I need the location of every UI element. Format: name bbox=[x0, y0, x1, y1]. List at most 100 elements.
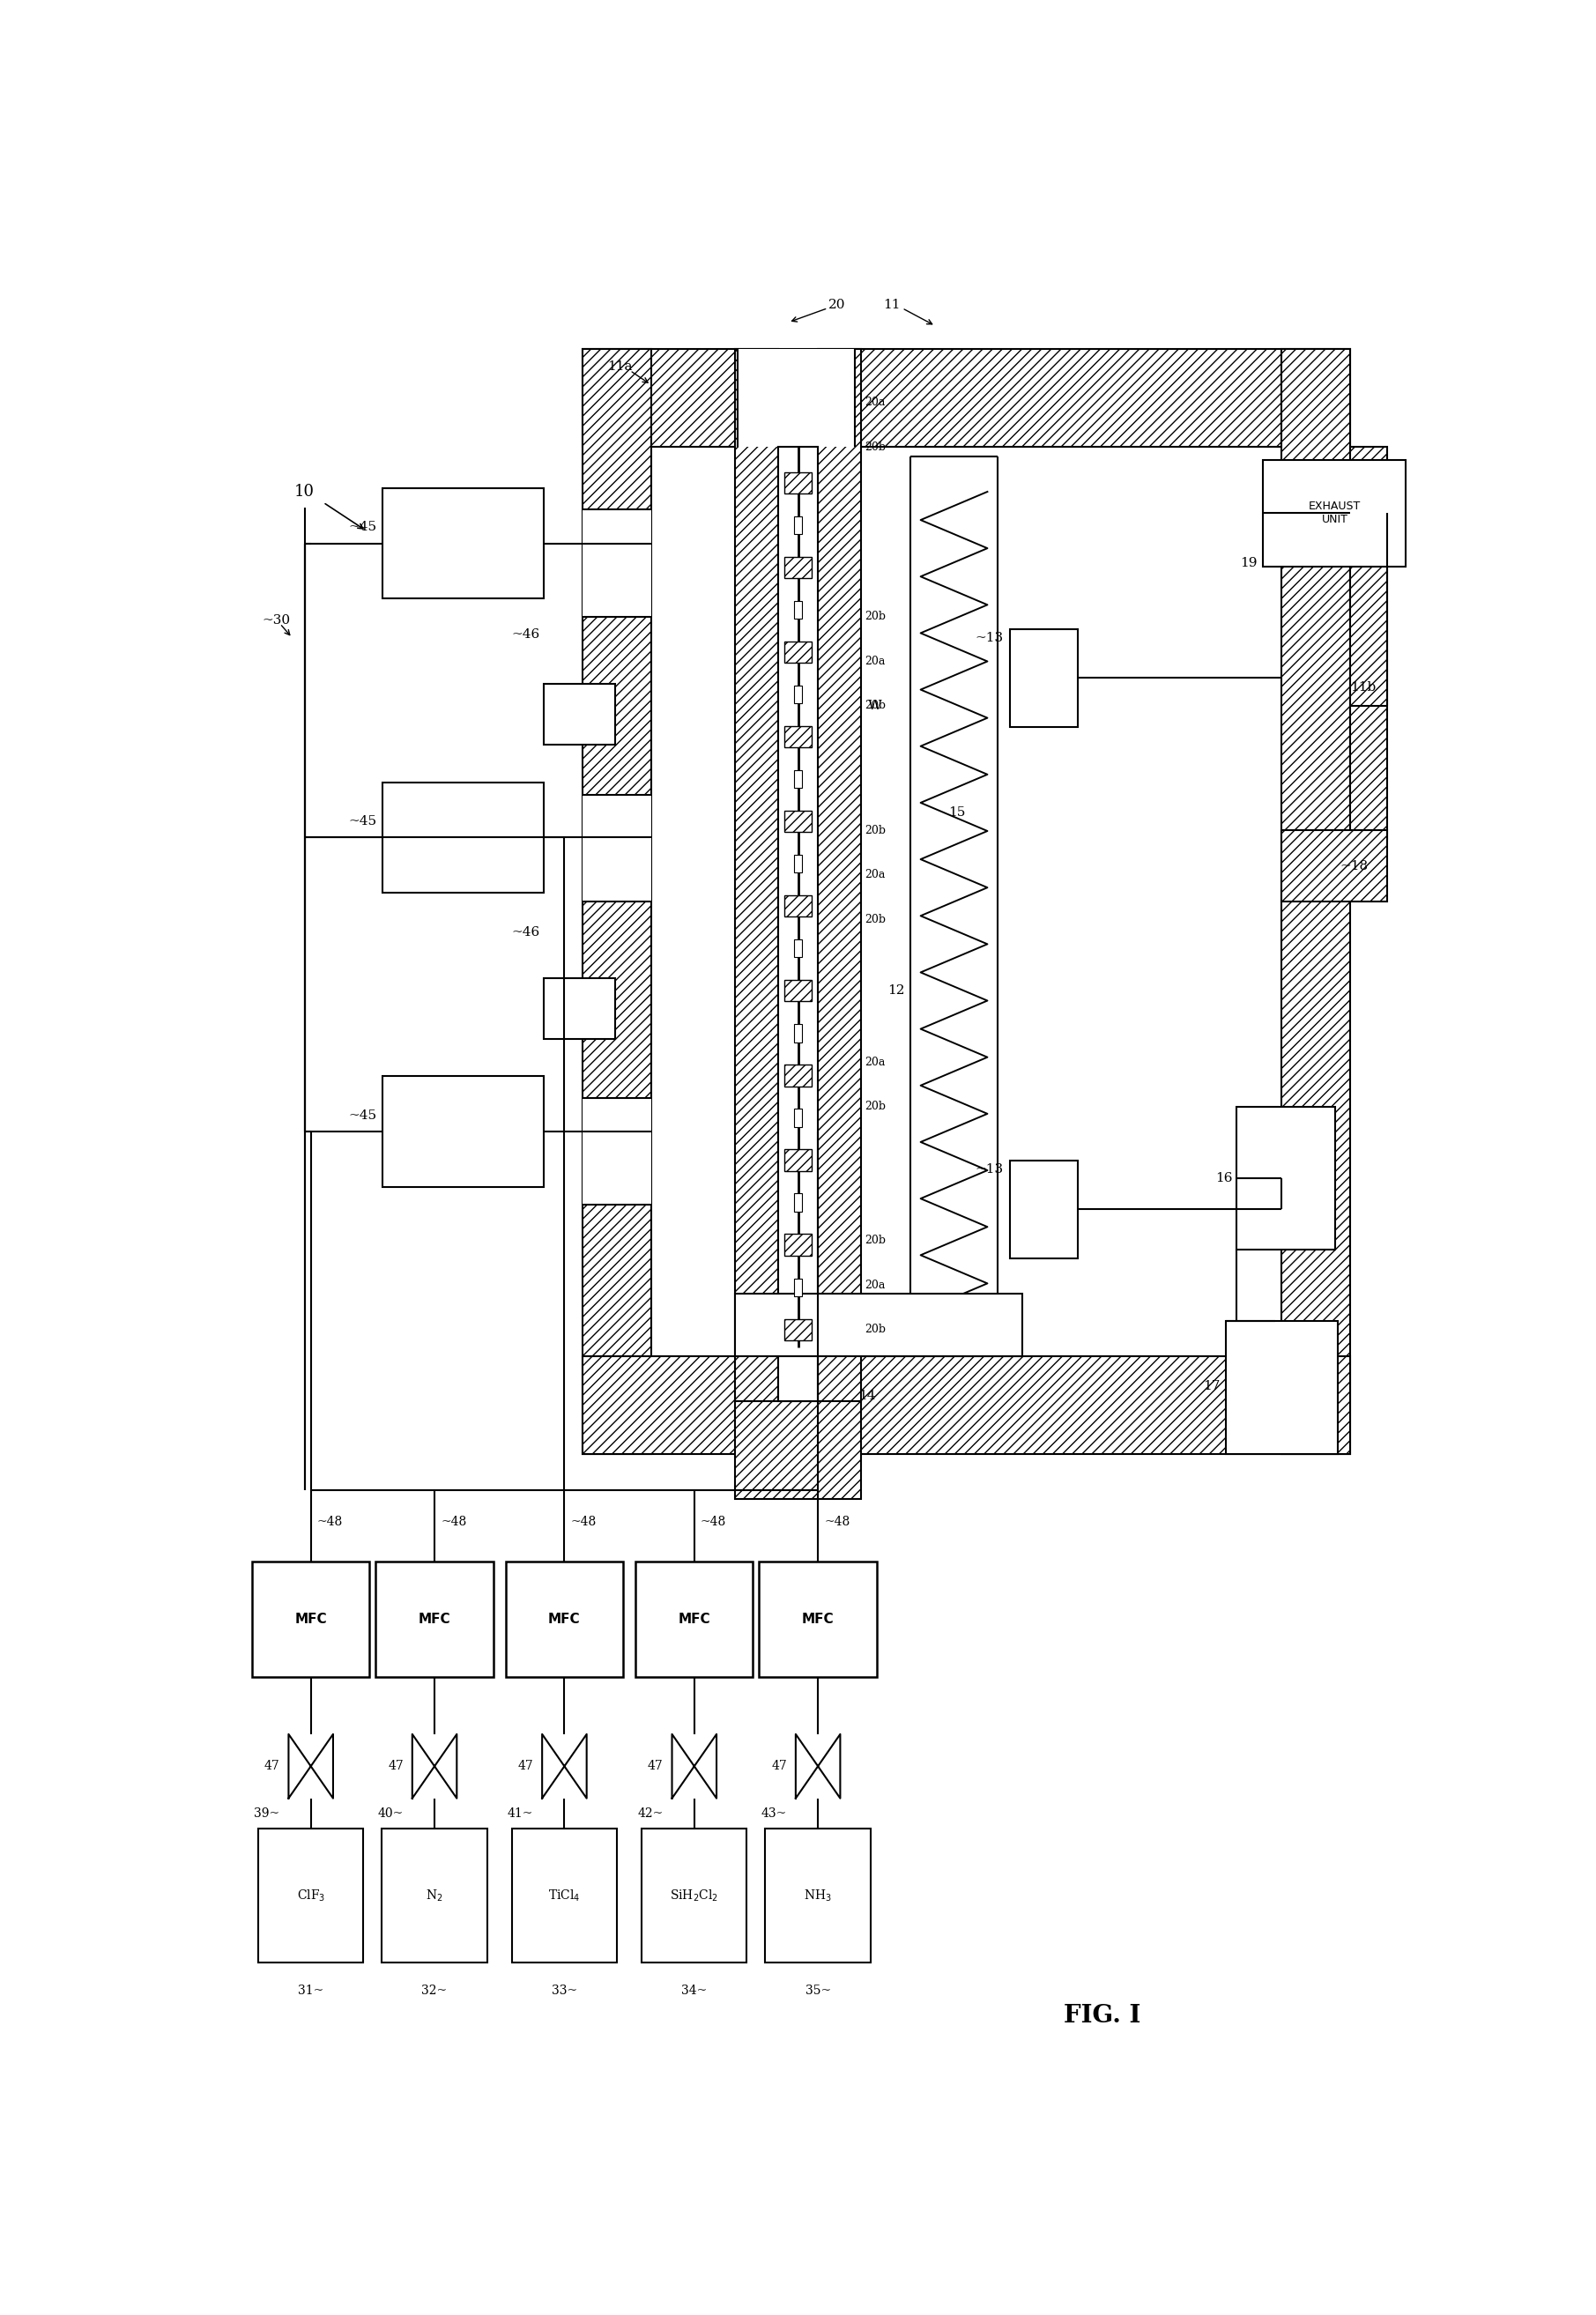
Bar bbox=[583, 794, 651, 901]
Text: 20b: 20b bbox=[865, 442, 886, 454]
Bar bbox=[785, 896, 812, 917]
Bar bbox=[795, 771, 801, 787]
Text: 11b: 11b bbox=[1350, 681, 1376, 694]
Text: ~45: ~45 bbox=[348, 521, 377, 532]
Bar bbox=[381, 1829, 487, 1963]
Bar bbox=[1282, 350, 1350, 1454]
Bar bbox=[506, 1560, 622, 1676]
Bar bbox=[635, 1560, 753, 1676]
Text: ~48: ~48 bbox=[440, 1516, 466, 1528]
Bar bbox=[583, 1357, 1350, 1454]
Text: 41~: 41~ bbox=[508, 1808, 533, 1820]
Bar bbox=[512, 1829, 618, 1963]
Text: 14: 14 bbox=[859, 1389, 876, 1401]
Text: ~48: ~48 bbox=[318, 1516, 343, 1528]
Text: TiCl$_4$: TiCl$_4$ bbox=[549, 1887, 581, 1903]
Bar bbox=[785, 1151, 812, 1171]
Text: 12: 12 bbox=[887, 984, 905, 998]
Text: 47: 47 bbox=[388, 1759, 404, 1773]
Bar bbox=[785, 810, 812, 831]
Bar bbox=[375, 1560, 493, 1676]
Bar bbox=[736, 350, 779, 1401]
Text: 20: 20 bbox=[828, 299, 846, 310]
Text: ~13: ~13 bbox=[975, 632, 1004, 644]
Text: 20b: 20b bbox=[865, 699, 886, 711]
Bar bbox=[785, 641, 812, 662]
Text: NH$_3$: NH$_3$ bbox=[804, 1887, 832, 1903]
Text: ~46: ~46 bbox=[511, 926, 539, 938]
Bar bbox=[737, 350, 855, 447]
Text: 20b: 20b bbox=[865, 914, 886, 926]
Text: MFC: MFC bbox=[801, 1614, 835, 1625]
Text: 47: 47 bbox=[265, 1759, 279, 1773]
Text: EXHAUST
UNIT: EXHAUST UNIT bbox=[1309, 500, 1361, 526]
Bar bbox=[583, 509, 651, 616]
Bar bbox=[785, 979, 812, 1002]
Text: ~13: ~13 bbox=[975, 1162, 1004, 1176]
Text: 17: 17 bbox=[1203, 1380, 1219, 1394]
Bar bbox=[785, 558, 812, 579]
Text: W: W bbox=[868, 699, 881, 711]
Bar bbox=[383, 488, 543, 600]
Text: 47: 47 bbox=[771, 1759, 787, 1773]
Bar bbox=[1010, 1160, 1077, 1259]
Bar bbox=[795, 1278, 801, 1296]
Text: 39~: 39~ bbox=[254, 1808, 279, 1820]
Text: ClF$_3$: ClF$_3$ bbox=[297, 1887, 326, 1903]
Text: ~45: ~45 bbox=[348, 815, 377, 829]
Bar bbox=[795, 1023, 801, 1042]
Text: ~48: ~48 bbox=[571, 1516, 597, 1528]
Text: 20b: 20b bbox=[865, 1234, 886, 1245]
Bar bbox=[795, 1109, 801, 1127]
Bar bbox=[736, 1294, 1021, 1357]
Bar bbox=[766, 1829, 870, 1963]
Bar bbox=[642, 1829, 747, 1963]
Bar bbox=[252, 1560, 370, 1676]
Text: 35~: 35~ bbox=[804, 1984, 832, 1998]
Bar bbox=[583, 350, 1350, 447]
Bar bbox=[795, 940, 801, 958]
Text: MFC: MFC bbox=[549, 1614, 581, 1625]
Text: MFC: MFC bbox=[418, 1614, 450, 1625]
Text: 11: 11 bbox=[884, 299, 900, 310]
Bar bbox=[1282, 831, 1387, 901]
Bar bbox=[785, 472, 812, 493]
Text: ~18: ~18 bbox=[1341, 859, 1368, 873]
Text: 10: 10 bbox=[295, 484, 314, 500]
Bar bbox=[785, 1320, 812, 1340]
Text: 43~: 43~ bbox=[761, 1808, 787, 1820]
Bar bbox=[583, 1097, 651, 1204]
Bar bbox=[785, 1065, 812, 1086]
Text: 47: 47 bbox=[648, 1759, 664, 1773]
Bar bbox=[543, 979, 614, 1039]
Bar bbox=[795, 516, 801, 535]
Bar bbox=[760, 1560, 876, 1676]
Bar bbox=[383, 1076, 543, 1188]
Text: 31~: 31~ bbox=[298, 1984, 324, 1998]
Bar bbox=[795, 1195, 801, 1211]
Text: 15: 15 bbox=[948, 806, 966, 820]
Text: 20a: 20a bbox=[865, 1280, 886, 1292]
Text: 20a: 20a bbox=[865, 868, 886, 880]
Bar bbox=[383, 782, 543, 894]
Text: 20a: 20a bbox=[865, 655, 886, 667]
Bar bbox=[795, 602, 801, 618]
Bar bbox=[819, 350, 862, 1401]
Text: ~48: ~48 bbox=[824, 1516, 851, 1528]
Bar bbox=[1235, 1107, 1334, 1250]
Text: 20b: 20b bbox=[865, 824, 886, 836]
Text: 19: 19 bbox=[1240, 558, 1258, 569]
Text: 16: 16 bbox=[1215, 1171, 1232, 1185]
Bar bbox=[583, 350, 651, 1454]
Bar bbox=[259, 1829, 364, 1963]
Bar bbox=[795, 685, 801, 704]
Text: 42~: 42~ bbox=[637, 1808, 664, 1820]
Bar bbox=[1010, 630, 1077, 727]
Bar bbox=[1264, 461, 1406, 567]
Bar bbox=[1350, 447, 1387, 840]
Text: ~30: ~30 bbox=[262, 613, 290, 627]
Text: 20a: 20a bbox=[865, 396, 886, 407]
Text: 20b: 20b bbox=[865, 1102, 886, 1114]
Bar bbox=[736, 1401, 862, 1498]
Text: ~46: ~46 bbox=[511, 627, 539, 641]
